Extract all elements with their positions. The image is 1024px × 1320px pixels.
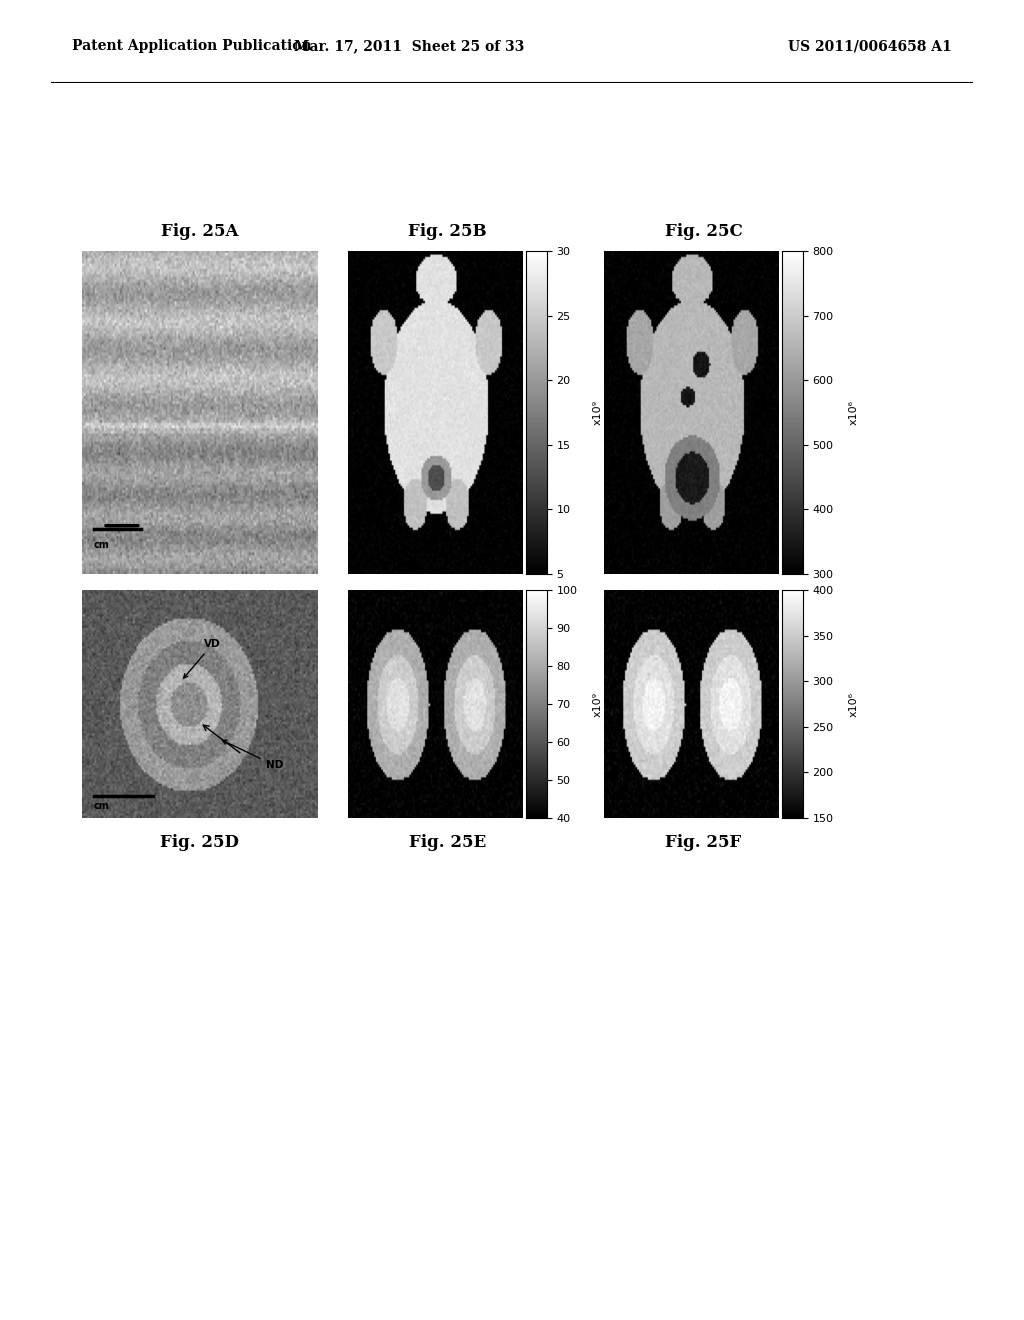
Text: x10⁹: x10⁹ [593, 692, 603, 717]
Text: Fig. 25C: Fig. 25C [665, 223, 742, 240]
Text: x10⁶: x10⁶ [849, 400, 859, 425]
Text: cm: cm [94, 801, 110, 812]
Text: Fig. 25F: Fig. 25F [666, 834, 741, 851]
Text: Fig. 25D: Fig. 25D [160, 834, 240, 851]
Text: x10⁶: x10⁶ [849, 692, 859, 717]
Text: cm: cm [94, 540, 110, 550]
Text: ND: ND [222, 741, 283, 770]
Text: Patent Application Publication: Patent Application Publication [72, 40, 311, 53]
Text: US 2011/0064658 A1: US 2011/0064658 A1 [788, 40, 952, 53]
Text: Fig. 25B: Fig. 25B [409, 223, 486, 240]
Text: x10⁹: x10⁹ [593, 400, 603, 425]
Text: Fig. 25E: Fig. 25E [409, 834, 486, 851]
Text: VD: VD [183, 639, 221, 678]
Text: Fig. 25A: Fig. 25A [161, 223, 239, 240]
Text: Mar. 17, 2011  Sheet 25 of 33: Mar. 17, 2011 Sheet 25 of 33 [295, 40, 524, 53]
